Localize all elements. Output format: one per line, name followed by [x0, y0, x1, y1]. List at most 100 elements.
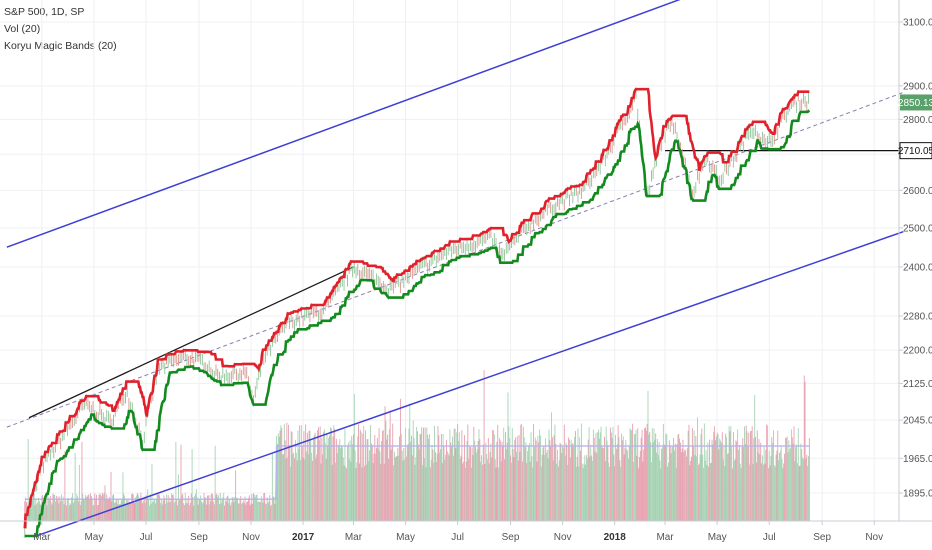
- volume-bar: [308, 430, 310, 521]
- volume-ma-line: [24, 445, 810, 500]
- volume-bar: [525, 442, 527, 521]
- volume-bar: [148, 498, 150, 521]
- volume-bar: [492, 430, 494, 521]
- volume-bar: [342, 457, 344, 521]
- volume-bar: [188, 495, 190, 521]
- volume-bar: [38, 501, 40, 521]
- volume-bar: [520, 424, 522, 521]
- volume-bar: [67, 497, 69, 521]
- volume-bar: [317, 430, 319, 521]
- volume-bar: [463, 461, 465, 521]
- x-tick-label: Mar: [656, 532, 674, 543]
- volume-bar: [169, 497, 171, 521]
- volume-bar: [553, 435, 555, 521]
- volume-bar: [235, 470, 237, 521]
- y-tick-label: 2800.00: [903, 115, 932, 126]
- volume-bar: [667, 466, 669, 521]
- volume-bar: [550, 445, 552, 521]
- volume-bar: [458, 440, 459, 521]
- volume-bar: [339, 439, 341, 521]
- volume-bar: [102, 494, 104, 521]
- volume-bar: [606, 440, 608, 521]
- volume-bar: [119, 504, 120, 521]
- volume-bar: [172, 494, 174, 521]
- volume-bar: [702, 454, 704, 521]
- volume-bar: [748, 432, 750, 521]
- volume-bar: [645, 430, 647, 521]
- volume-bar: [586, 458, 588, 521]
- volume-bar: [786, 436, 788, 521]
- volume-bar: [128, 500, 130, 521]
- volume-bar: [664, 445, 666, 521]
- volume-bar: [329, 427, 331, 521]
- volume-bar: [36, 504, 38, 521]
- volume-bar: [474, 440, 476, 521]
- volume-bar: [95, 498, 97, 521]
- volume-bar: [806, 454, 808, 521]
- volume-bar: [330, 428, 332, 521]
- x-tick-label: Nov: [865, 532, 883, 543]
- volume-bar: [351, 436, 353, 521]
- volume-bar: [595, 432, 597, 521]
- volume-bar: [265, 503, 267, 521]
- volume-bar: [43, 504, 45, 521]
- y-tick-label: 3100.00: [903, 18, 932, 29]
- volume-bar: [111, 501, 113, 521]
- volume-bar: [440, 448, 441, 521]
- volume-bar: [573, 445, 575, 521]
- volume-bar: [219, 492, 221, 521]
- volume-bar: [123, 493, 125, 521]
- volume-bar: [668, 440, 670, 521]
- volume-bar: [157, 494, 159, 521]
- volume-bar: [414, 464, 416, 521]
- volume-bar: [383, 463, 385, 521]
- volume-bar: [693, 430, 695, 521]
- volume-bar: [247, 498, 249, 521]
- volume-bar: [486, 453, 488, 521]
- volume-bar: [92, 505, 94, 521]
- y-tick-label: 2900.00: [903, 81, 932, 92]
- volume-bar: [94, 493, 96, 521]
- volume-bar: [656, 438, 658, 521]
- volume-bar: [170, 501, 172, 521]
- volume-bar: [108, 497, 110, 521]
- volume-bar: [197, 504, 199, 521]
- volume-bar: [369, 450, 371, 521]
- volume-bar: [265, 503, 266, 521]
- volume-bar: [215, 494, 217, 521]
- volume-bar: [331, 464, 333, 521]
- volume-bar: [391, 445, 393, 521]
- upper-band-line: [23, 87, 810, 529]
- legend-volume[interactable]: Vol (20): [4, 23, 41, 35]
- volume-bar: [531, 455, 533, 521]
- volume-bar: [243, 503, 245, 521]
- volume-bar: [287, 457, 289, 521]
- volume-bar: [318, 440, 320, 521]
- volume-bar: [72, 502, 74, 521]
- volume-bar: [134, 502, 136, 521]
- lower-band-line: [24, 109, 811, 538]
- volume-bar: [99, 493, 101, 521]
- legend-bands[interactable]: Koryu Magic Bands (20): [4, 40, 117, 52]
- y-tick-label: 1895.00: [903, 489, 932, 500]
- volume-bar: [241, 503, 243, 521]
- volume-bar: [81, 441, 83, 521]
- legend-symbol[interactable]: S&P 500, 1D, SP: [4, 6, 85, 18]
- volume-bar: [639, 457, 640, 521]
- volume-bar: [118, 499, 120, 521]
- volume-bar: [220, 503, 222, 521]
- volume-bar: [499, 440, 501, 521]
- volume-bar: [236, 497, 237, 521]
- volume-bar: [193, 505, 195, 521]
- volume-bar: [376, 437, 378, 521]
- volume-bar: [792, 443, 794, 521]
- volume-bar: [233, 502, 235, 521]
- volume-bar: [471, 447, 473, 521]
- volume-bar: [70, 504, 72, 521]
- volume-bar: [256, 494, 258, 521]
- x-tick-label: 2017: [292, 532, 315, 543]
- volume-bar: [404, 459, 406, 521]
- volume-bar: [569, 439, 570, 521]
- volume-bar: [260, 496, 262, 521]
